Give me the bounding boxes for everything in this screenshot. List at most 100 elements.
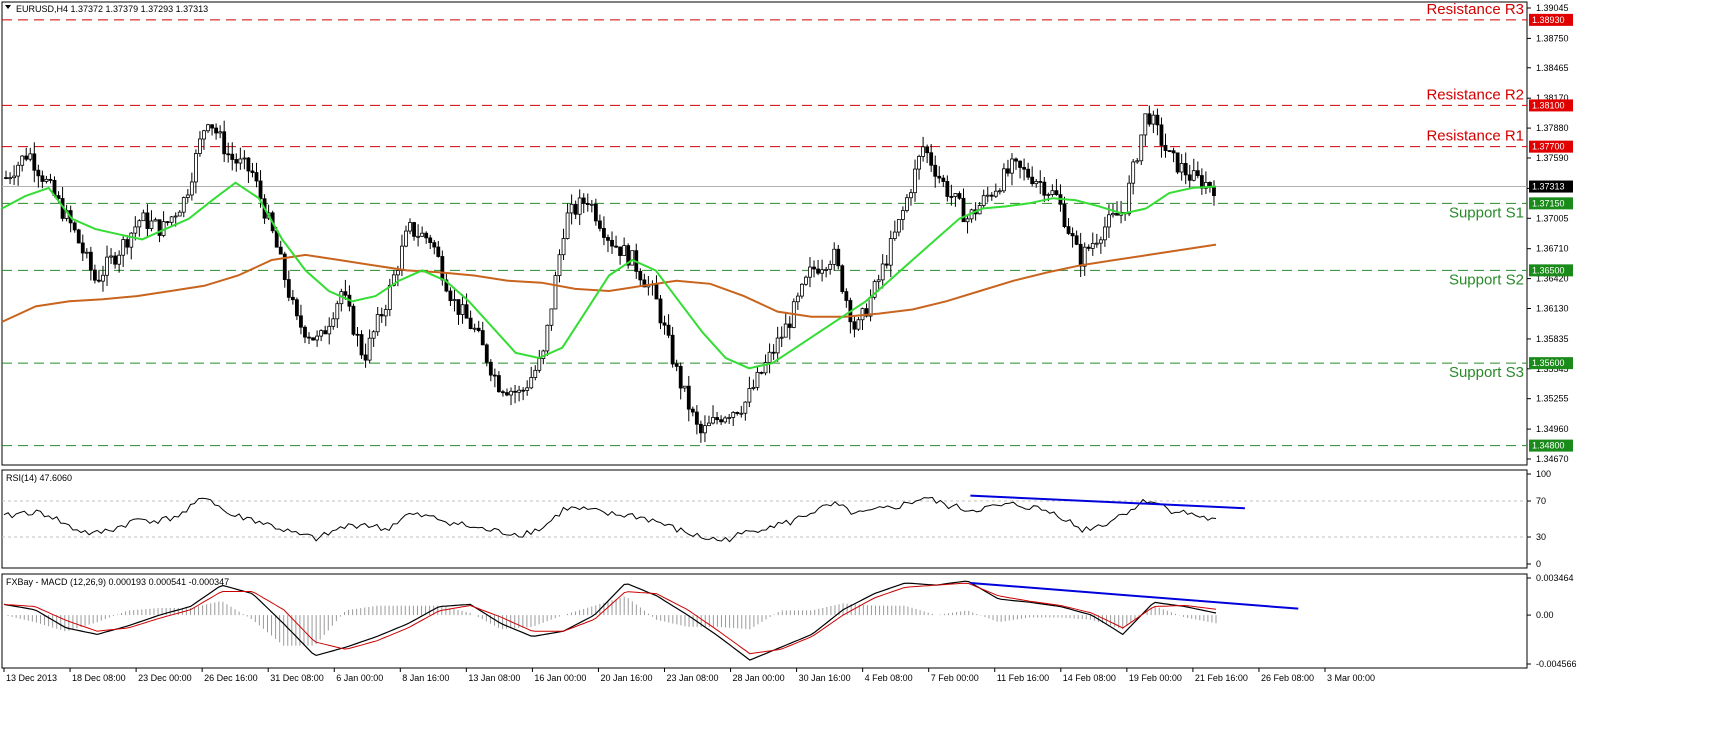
- candle-body: [1159, 124, 1164, 146]
- candle-body: [820, 269, 824, 274]
- candle-body: [1018, 160, 1022, 168]
- candle-body: [674, 363, 679, 367]
- candle-body: [363, 354, 368, 361]
- level-label: Support S1: [1449, 204, 1524, 221]
- candle-body: [686, 385, 691, 410]
- candle-body: [129, 232, 134, 248]
- candle-body: [1086, 246, 1091, 249]
- candle-body: [763, 362, 768, 374]
- candle-body: [602, 228, 606, 238]
- current-price-tag-text: 1.37313: [1532, 182, 1565, 192]
- candle-body: [412, 222, 416, 237]
- candle-body: [622, 245, 627, 256]
- candle-body: [173, 215, 178, 218]
- candle-body: [557, 254, 562, 277]
- candle-body: [432, 242, 437, 248]
- level-price-tag-text: 1.38930: [1532, 15, 1565, 25]
- level-price-tag-text: 1.37150: [1532, 198, 1565, 208]
- candle-body: [824, 268, 829, 271]
- candle-body: [521, 389, 526, 392]
- candle-body: [375, 314, 380, 333]
- candle-body: [36, 169, 41, 177]
- candle-body: [565, 212, 570, 239]
- candle-body: [1187, 174, 1192, 181]
- candle-body: [549, 308, 554, 326]
- candle-body: [731, 412, 736, 418]
- candle-body: [804, 276, 808, 285]
- time-axis-label: 28 Jan 00:00: [733, 673, 785, 683]
- candle-body: [771, 351, 776, 354]
- candle-body: [230, 153, 235, 160]
- candle-body: [157, 219, 162, 236]
- candle-body: [658, 298, 663, 324]
- candle-body: [836, 248, 841, 267]
- candle-body: [787, 323, 792, 328]
- time-axis-label: 30 Jan 16:00: [799, 673, 851, 683]
- slow-moving-average: [1, 243, 1217, 323]
- macd-histogram: [7, 596, 1217, 646]
- candle-body: [1175, 152, 1180, 173]
- candle-body: [630, 250, 635, 266]
- candle-body: [198, 138, 202, 154]
- candle-body: [1038, 181, 1043, 183]
- candle-body: [1171, 150, 1176, 154]
- candle-body: [460, 304, 465, 315]
- candle-body: [294, 299, 299, 317]
- candle-body: [181, 197, 186, 213]
- candle-body: [957, 193, 962, 199]
- candle-body: [218, 131, 223, 134]
- candle-body: [703, 425, 707, 434]
- candle-body: [56, 195, 61, 199]
- candle-body: [1014, 158, 1018, 162]
- candle-body: [367, 337, 372, 361]
- candle-body: [1115, 213, 1119, 216]
- fast-moving-average: [1, 181, 1217, 370]
- candle-body: [72, 222, 77, 231]
- candle-body: [1042, 181, 1047, 196]
- candle-body: [88, 251, 93, 271]
- price-axis-label: 1.34670: [1536, 454, 1569, 464]
- candle-body: [319, 330, 324, 337]
- price-axis-label: 1.34960: [1536, 424, 1569, 434]
- candle-body: [1135, 160, 1140, 163]
- candle-body: [892, 231, 897, 239]
- price-axis-label: 1.38750: [1536, 33, 1569, 43]
- price-axis-label: 1.37590: [1536, 153, 1569, 163]
- rsi-line: [3, 496, 1217, 543]
- candle-body: [1191, 170, 1196, 181]
- candle-body: [747, 388, 752, 403]
- candle-body: [1163, 145, 1168, 151]
- candle-body: [97, 279, 101, 282]
- candle-body: [783, 323, 788, 338]
- candle-body: [436, 246, 441, 257]
- candle-body: [1139, 134, 1144, 162]
- time-axis-label: 14 Feb 08:00: [1063, 673, 1116, 683]
- candle-body: [1082, 246, 1087, 267]
- macd-axis-label: -0.004566: [1536, 659, 1577, 669]
- candle-body: [250, 170, 255, 173]
- candle-body: [961, 197, 966, 223]
- rsi-axis-label: 100: [1536, 469, 1551, 479]
- rsi-header-text: RSI(14) 47.6060: [6, 473, 72, 483]
- candle-body: [149, 220, 154, 229]
- candle-body: [202, 130, 206, 140]
- candle-body: [80, 242, 85, 254]
- main-panel-frame: [1, 1, 1528, 466]
- candle-body: [569, 203, 574, 214]
- time-axis-label: 26 Feb 08:00: [1261, 673, 1314, 683]
- candle-body: [1006, 168, 1010, 174]
- candle-body: [993, 190, 998, 197]
- price-axis-label: 1.36420: [1536, 274, 1569, 284]
- candle-body: [509, 390, 513, 396]
- candle-body: [1111, 213, 1115, 216]
- candle-body: [626, 245, 631, 266]
- candle-body: [953, 193, 958, 197]
- candle-body: [1046, 194, 1051, 196]
- candle-body: [444, 279, 449, 292]
- candle-body: [177, 211, 182, 217]
- candle-body: [775, 337, 780, 354]
- candle-body: [303, 326, 307, 338]
- candle-body: [1070, 233, 1075, 237]
- time-axis-label: 18 Dec 08:00: [72, 673, 126, 683]
